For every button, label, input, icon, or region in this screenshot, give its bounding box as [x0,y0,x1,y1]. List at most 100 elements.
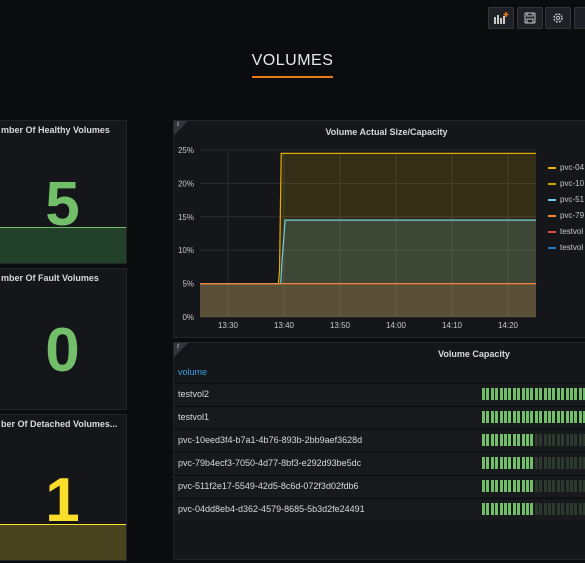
gauge-segment [539,503,543,515]
gauge-segment [512,388,516,400]
gauge-segment [548,388,551,400]
legend-item[interactable]: pvc-10 [548,179,584,188]
gauge-segment [565,480,569,492]
gauge-segment [552,434,556,446]
view-mode-button[interactable] [574,7,585,29]
volume-size-graph-panel[interactable]: i Volume Actual Size/Capacity [173,120,585,338]
capacity-gauge [482,411,585,423]
gauge-segment [504,457,507,469]
table-row[interactable]: pvc-511f2e17-5549-42d5-8c6d-072f3d02fdb6 [174,475,585,497]
info-corner[interactable] [174,121,188,135]
row-header[interactable]: VOLUMES [0,52,585,78]
healthy-volumes-panel[interactable]: mber Of Healthy Volumes 5 [0,120,127,264]
table-header[interactable]: volume [174,363,585,383]
gauge-segment [512,411,516,423]
gauge-segment [548,411,551,423]
gauge-segment [526,503,529,515]
panel-title: Volume Capacity [438,349,510,359]
gauge-segment [578,411,582,423]
gauge-segment [574,411,578,423]
gauge-segment [556,411,560,423]
gauge-segment [521,457,525,469]
gauge-segment [530,480,534,492]
gauge-segment [482,434,485,446]
gauge-segment [543,457,547,469]
table-row[interactable]: pvc-79b4ecf3-7050-4d77-8bf3-e292d93be5dc [174,452,585,474]
gauge-segment [504,434,507,446]
gauge-segment [486,503,490,515]
gauge-segment [583,480,585,492]
gauge-segment [504,503,507,515]
table-row[interactable]: pvc-10eed3f4-b7a1-4b76-893b-2bb9aef3628d [174,429,585,451]
gauge-segment [508,503,512,515]
gauge-segment [552,503,556,515]
gauge-segment [574,480,578,492]
gauge-segment [548,503,551,515]
gauge-segment [526,388,529,400]
gauge-segment [570,411,573,423]
table-row[interactable]: pvc-04dd8eb4-d362-4579-8685-5b3d2fe24491 [174,498,585,520]
gauge-segment [561,480,565,492]
gauge-segment [574,457,578,469]
gauge-segment [490,434,494,446]
gauge-segment [552,388,556,400]
gauge-segment [556,503,560,515]
gauge-segment [543,411,547,423]
gauge-segment [583,503,585,515]
info-icon: i [177,342,180,350]
gauge-segment [548,457,551,469]
row-title: VOLUMES [251,52,334,78]
gauge-segment [508,480,512,492]
gauge-segment [521,411,525,423]
gauge-segment [495,503,499,515]
gauge-segment [486,480,490,492]
info-corner[interactable] [174,343,188,357]
volume-capacity-panel[interactable]: i Volume Capacity volume testvol2 testvol… [173,342,585,560]
capacity-gauge [482,434,585,446]
gauge-segment [556,480,560,492]
volume-name: testvol1 [178,412,210,422]
gauge-segment [583,434,585,446]
capacity-gauge [482,503,585,515]
gauge-segment [574,388,578,400]
gauge-segment [495,411,499,423]
gauge-segment [495,457,499,469]
table-row[interactable]: testvol2 [174,383,585,405]
settings-button[interactable] [545,7,571,29]
legend-item[interactable]: pvc-04 [548,163,584,172]
stat-value: 1 [45,466,80,535]
legend-label: testvol [560,227,584,236]
gauge-segment [517,388,521,400]
column-header-volume[interactable]: volume [178,367,208,377]
gauge-segment [499,480,503,492]
gauge-segment [482,457,485,469]
gauge-segment [499,434,503,446]
legend-label: pvc-10 [560,179,585,188]
gauge-segment [504,388,507,400]
add-panel-button[interactable] [488,7,514,29]
legend-label: pvc-04 [560,163,585,172]
save-dashboard-button[interactable] [517,7,543,29]
legend-swatch [548,166,556,169]
gauge-segment [565,388,569,400]
gauge-segment [530,457,534,469]
fault-volumes-panel[interactable]: mber Of Fault Volumes 0 [0,268,127,410]
legend-item[interactable]: pvc-79 [548,211,584,220]
gauge-segment [517,411,521,423]
gauge-segment [499,388,503,400]
gauge-segment [548,434,551,446]
gauge-segment [561,503,565,515]
gauge-segment [521,480,525,492]
gauge-segment [578,480,582,492]
legend-item[interactable]: pvc-51 [548,195,584,204]
table-row[interactable]: testvol1 [174,406,585,428]
legend-item[interactable]: testvol [548,243,583,252]
detached-volumes-panel[interactable]: ber Of Detached Volumes... 1 [0,414,127,561]
gauge-segment [570,388,573,400]
gauge-segment [565,411,569,423]
gauge-segment [552,411,556,423]
legend-item[interactable]: testvol [548,227,583,236]
gauge-segment [482,503,485,515]
gauge-segment [534,434,538,446]
gauge-segment [521,388,525,400]
